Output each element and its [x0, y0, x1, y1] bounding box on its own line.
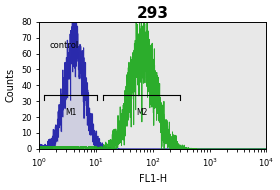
Title: 293: 293 [137, 6, 169, 21]
X-axis label: FL1-H: FL1-H [139, 174, 167, 184]
Y-axis label: Counts: Counts [6, 68, 16, 102]
Text: M2: M2 [136, 108, 147, 116]
Text: M1: M1 [65, 108, 76, 116]
Text: control: control [50, 41, 79, 50]
